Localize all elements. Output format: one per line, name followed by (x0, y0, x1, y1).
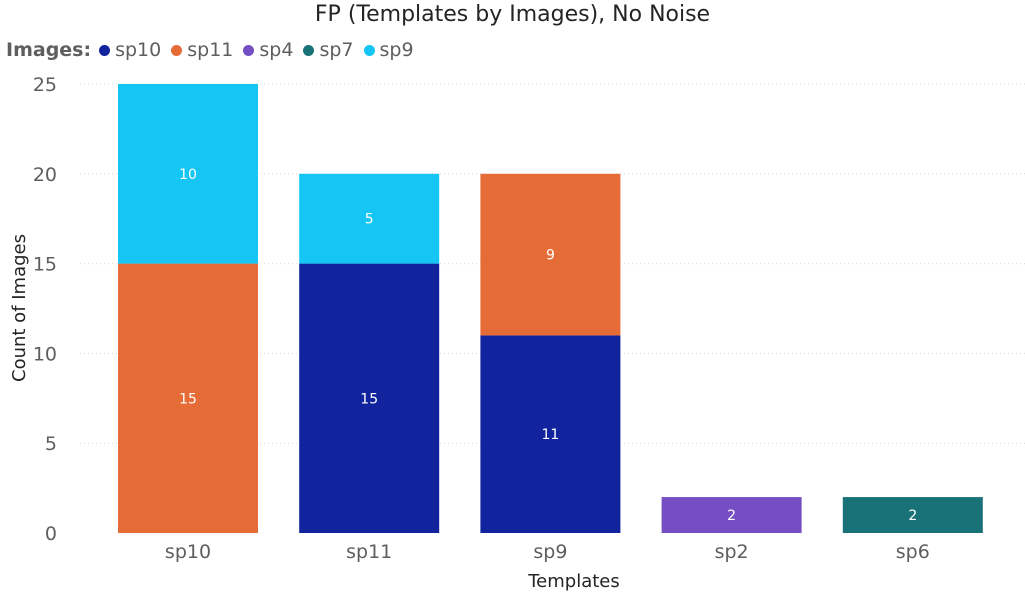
bar-segment-sp9-sp10[interactable] (480, 335, 621, 533)
data-label: 2 (727, 508, 736, 524)
bar-segment-sp10-sp11[interactable] (118, 263, 258, 533)
x-tick-label: sp6 (896, 541, 930, 563)
legend-item-sp9[interactable]: sp9 (363, 39, 414, 61)
data-labels: 15 10 15 5 11 9 2 2 (179, 167, 917, 524)
bars (118, 84, 983, 533)
data-label: 2 (908, 508, 917, 524)
y-tick-label: 15 (33, 254, 57, 276)
bar-segment-sp11-sp10[interactable] (299, 263, 440, 533)
legend-label: sp4 (259, 39, 294, 61)
y-tick-label: 5 (45, 433, 57, 455)
legend-label: sp7 (319, 39, 354, 61)
bar-segment-sp10-sp9[interactable] (118, 84, 258, 264)
data-label: 11 (541, 427, 559, 443)
bar-segment-sp2-sp4[interactable] (661, 497, 802, 533)
x-tick-label: sp2 (715, 541, 749, 563)
grid (80, 83, 1025, 444)
data-label: 15 (360, 391, 378, 407)
legend-label: sp9 (379, 39, 414, 61)
legend-marker (99, 44, 111, 56)
x-axis-label: Templates (527, 571, 620, 592)
legend-label: sp10 (115, 39, 162, 61)
y-axis-ticks: 0 5 10 15 20 25 (33, 74, 57, 545)
data-label: 5 (365, 212, 374, 228)
legend-marker (303, 44, 315, 56)
legend-item-sp7[interactable]: sp7 (303, 39, 354, 61)
legend-item-sp10[interactable]: sp10 (99, 39, 161, 61)
y-tick-label: 20 (33, 164, 57, 186)
data-label: 10 (179, 167, 197, 183)
legend-marker (363, 44, 375, 56)
chart-title: FP (Templates by Images), No Noise (314, 2, 711, 27)
y-tick-label: 10 (33, 343, 57, 365)
legend-item-sp4[interactable]: sp4 (243, 39, 293, 61)
y-tick-label: 25 (33, 74, 57, 96)
legend-items: sp10 sp11 sp4 sp7 sp9 (99, 39, 423, 61)
x-axis-ticks: sp10 sp11 sp9 sp2 sp6 (165, 541, 930, 563)
legend-label: sp11 (187, 39, 234, 61)
data-label: 9 (546, 248, 555, 264)
x-tick-label: sp9 (533, 541, 567, 563)
data-label: 15 (179, 391, 197, 407)
legend-item-sp11[interactable]: sp11 (171, 39, 233, 61)
x-tick-label: sp11 (346, 541, 392, 563)
x-tick-label: sp10 (165, 541, 211, 563)
legend-marker (243, 44, 255, 56)
legend-title: Images: (6, 39, 92, 61)
legend-marker (171, 44, 183, 56)
legend: Images: sp10 sp11 sp4 sp7 sp9 (6, 38, 424, 62)
y-tick-label: 0 (45, 523, 57, 545)
bar-segment-sp6-sp7[interactable] (842, 497, 983, 533)
bar-segment-sp9-sp11[interactable] (480, 173, 621, 336)
bar-segment-sp11-sp9[interactable] (299, 173, 440, 264)
y-axis-label: Count of Images (9, 234, 30, 382)
